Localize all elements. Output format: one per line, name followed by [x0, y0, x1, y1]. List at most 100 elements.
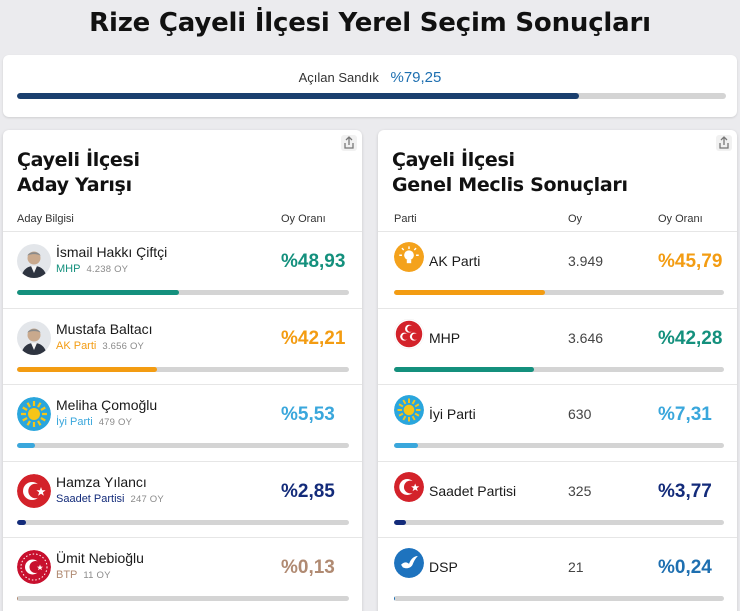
candidate-panel-title: Çayeli İlçesi Aday Yarışı [17, 148, 140, 198]
iyi-sun-icon [17, 397, 51, 431]
candidate-avatar [17, 244, 51, 278]
saadet-crescent-icon [394, 471, 424, 502]
mhp-crescents-icon [394, 318, 424, 349]
candidate-vote-percent: %2,85 [281, 480, 335, 502]
share-button[interactable] [341, 135, 357, 151]
party-vote-percent: %45,79 [658, 251, 723, 272]
party-bar-fill [394, 519, 407, 525]
candidate-name: Hamza Yılancı [56, 473, 147, 490]
party-name: AK Parti [429, 253, 481, 269]
candidate-bar-track [17, 443, 349, 448]
party-name: İyi Parti [429, 406, 476, 422]
candidate-votes: 3.656 OY [102, 340, 145, 352]
party-vote-count: 325 [568, 482, 592, 499]
akparti-bulb-icon [394, 242, 424, 272]
ballot-progress-label-row: Açılan Sandık %79,25 [3, 69, 737, 86]
candidate-party-line: İyi Parti 479 OY [56, 416, 132, 428]
candidate-bar-fill [17, 443, 36, 448]
col-header-vote-rate: Oy Oranı [281, 213, 326, 225]
candidate-row[interactable]: Mustafa Baltacı AK Parti 3.656 OY %42,21 [3, 307, 362, 384]
party-row[interactable]: AK Parti 3.949 %45,79 [378, 231, 737, 307]
party-row[interactable]: DSP 21 %0,24 [378, 537, 737, 611]
candidate-vote-percent: %48,93 [281, 251, 346, 272]
candidate-party-line: MHP 4.238 OY [56, 263, 128, 275]
party-vote-count: 630 [568, 406, 592, 422]
candidate-party: MHP [56, 263, 81, 275]
candidate-bar-track [17, 519, 349, 525]
candidate-row[interactable]: Meliha Çomoğlu İyi Parti 479 OY %5,53 [3, 384, 362, 460]
candidate-vote-percent: %0,13 [281, 557, 335, 578]
candidate-votes: 247 OY [130, 493, 164, 505]
col-header-party: Parti [394, 213, 417, 225]
candidate-vote-percent: %5,53 [281, 404, 335, 425]
ballot-progress-track [17, 93, 726, 99]
ballot-progress-fill [17, 93, 579, 99]
dsp-dove-icon [394, 548, 424, 578]
party-name: DSP [429, 559, 458, 575]
party-row[interactable]: İyi Parti 630 %7,31 [378, 384, 737, 460]
candidate-vote-percent: %42,21 [281, 327, 346, 349]
col-header-candidate-info: Aday Bilgisi [17, 213, 74, 225]
candidate-row[interactable]: Ümit Nebioğlu BTP 11 OY %0,13 [3, 537, 362, 611]
council-panel-title-line1: Çayeli İlçesi [392, 149, 515, 171]
ballot-progress-label: Açılan Sandık [298, 70, 379, 85]
candidate-bar-fill [17, 290, 180, 295]
party-bar-track [394, 290, 724, 295]
iyi-sun-icon [394, 395, 424, 425]
party-name: MHP [429, 329, 461, 346]
party-bar-track [394, 519, 724, 525]
candidate-name: Ümit Nebioğlu [56, 550, 144, 566]
candidate-bar-fill [17, 366, 158, 372]
party-name: Saadet Partisi [429, 482, 517, 499]
party-vote-count: 21 [568, 559, 584, 575]
council-results-panel: Çayeli İlçesi Genel Meclis Sonuçları Par… [378, 130, 737, 611]
col-header-vote-rate: Oy Oranı [658, 213, 703, 225]
candidate-panel-title-line1: Çayeli İlçesi [17, 149, 140, 171]
share-icon [719, 136, 729, 149]
col-header-votes: Oy [568, 213, 583, 225]
party-vote-percent: %42,28 [658, 327, 723, 349]
candidate-bar-fill [17, 519, 27, 525]
candidate-votes: 479 OY [98, 417, 133, 428]
party-bar-fill [394, 366, 534, 372]
btp-crescent-icon [17, 550, 51, 584]
candidate-votes: 4.238 OY [86, 264, 129, 275]
candidate-party: Saadet Partisi [56, 492, 125, 505]
candidate-party: BTP [56, 569, 78, 581]
party-bar-fill [394, 443, 419, 448]
candidate-bar-track [17, 596, 349, 601]
page-title: Rize Çayeli İlçesi Yerel Seçim Sonuçları [89, 8, 651, 38]
council-panel-title: Çayeli İlçesi Genel Meclis Sonuçları [392, 148, 628, 198]
candidate-party-line: Saadet Partisi 247 OY [56, 493, 164, 505]
party-vote-percent: %0,24 [658, 557, 712, 578]
share-button[interactable] [716, 135, 732, 151]
candidate-party: AK Parti [56, 339, 97, 352]
share-icon [344, 136, 354, 149]
party-bar-track [394, 596, 724, 601]
candidate-party-line: BTP 11 OY [56, 569, 111, 581]
party-bar-track [394, 443, 724, 448]
party-vote-count: 3.949 [568, 253, 604, 269]
candidate-bar-track [17, 290, 349, 295]
candidate-party: İyi Parti [56, 416, 93, 428]
candidate-row[interactable]: Hamza Yılancı Saadet Partisi 247 OY %2,85 [3, 460, 362, 537]
candidate-avatar [17, 320, 51, 355]
candidate-panel-title-line2: Aday Yarışı [17, 174, 132, 196]
candidate-name: Meliha Çomoğlu [56, 397, 158, 413]
candidate-party-line: AK Parti 3.656 OY [56, 340, 144, 352]
candidate-race-panel: Çayeli İlçesi Aday Yarışı Aday Bilgisi O… [3, 130, 362, 611]
party-row[interactable]: MHP 3.646 %42,28 [378, 307, 737, 384]
party-vote-count: 3.646 [568, 329, 604, 346]
party-vote-percent: %3,77 [658, 480, 712, 502]
candidate-name: İsmail Hakkı Çiftçi [56, 244, 168, 260]
ballot-progress-value: %79,25 [390, 69, 442, 86]
candidate-votes: 11 OY [83, 570, 111, 581]
party-bar-track [394, 366, 724, 372]
candidate-bar-track [17, 366, 349, 372]
party-bar-fill [394, 290, 546, 295]
party-vote-percent: %7,31 [658, 404, 712, 425]
candidate-row[interactable]: İsmail Hakkı Çiftçi MHP 4.238 OY %48,93 [3, 231, 362, 307]
council-panel-title-line2: Genel Meclis Sonuçları [392, 174, 628, 196]
party-row[interactable]: Saadet Partisi 325 %3,77 [378, 460, 737, 537]
party-bar-fill [394, 596, 395, 601]
